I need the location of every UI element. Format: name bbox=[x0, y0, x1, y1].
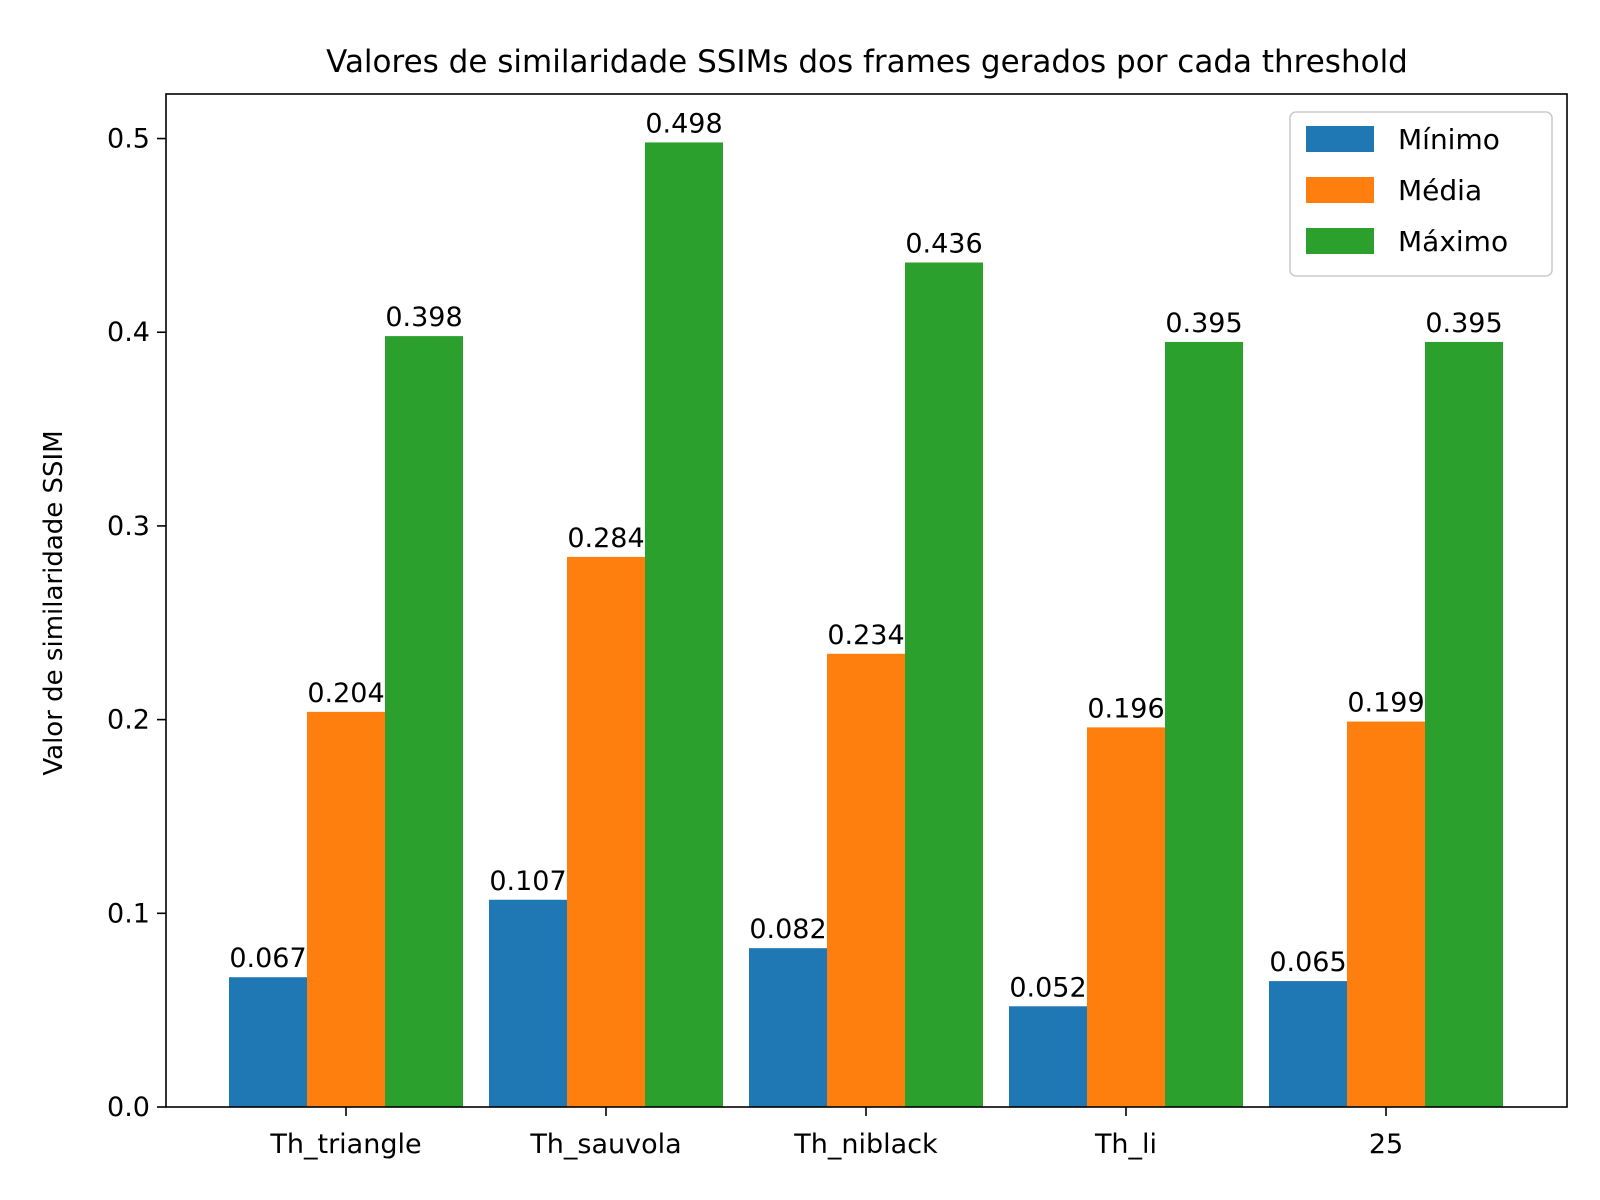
y-tick-label: 0.2 bbox=[107, 705, 150, 736]
bar-Th_triangle-Mínimo bbox=[229, 977, 307, 1107]
bar-value-label: 0.199 bbox=[1347, 688, 1424, 719]
y-tick-label: 0.0 bbox=[107, 1092, 150, 1123]
legend-swatch bbox=[1306, 177, 1374, 203]
bar-value-label: 0.395 bbox=[1165, 308, 1242, 339]
y-tick-label: 0.5 bbox=[107, 124, 150, 155]
x-tick-label: 25 bbox=[1369, 1129, 1403, 1160]
bar-value-label: 0.065 bbox=[1269, 947, 1346, 978]
bar-Th_sauvola-Média bbox=[567, 556, 645, 1107]
bar-value-label: 0.436 bbox=[905, 229, 982, 260]
bar-Th_niblack-Média bbox=[827, 653, 905, 1107]
bar-Th_sauvola-Mínimo bbox=[489, 899, 567, 1107]
x-tick-label: Th_niblack bbox=[793, 1129, 938, 1160]
y-tick-label: 0.4 bbox=[107, 317, 150, 348]
legend-label: Mínimo bbox=[1398, 123, 1500, 156]
y-tick-label: 0.3 bbox=[107, 511, 150, 542]
bar-Th_niblack-Máximo bbox=[905, 262, 983, 1108]
bar-value-label: 0.082 bbox=[749, 914, 826, 945]
bar-Th_li-Máximo bbox=[1165, 341, 1243, 1107]
bar-value-label: 0.107 bbox=[489, 866, 566, 897]
bar-25-Mínimo bbox=[1269, 981, 1347, 1107]
legend: Mínimo Média Máximo bbox=[1289, 111, 1553, 277]
bar-value-label: 0.284 bbox=[567, 523, 644, 554]
bar-value-label: 0.498 bbox=[645, 108, 722, 139]
bar-value-label: 0.052 bbox=[1009, 972, 1086, 1003]
x-tick-label: Th_triangle bbox=[269, 1129, 421, 1160]
bar-Th_li-Média bbox=[1087, 727, 1165, 1107]
bar-25-Média bbox=[1347, 721, 1425, 1107]
legend-label: Máximo bbox=[1398, 225, 1508, 258]
y-axis: 0.0 0.1 0.2 0.3 0.4 0.5 bbox=[107, 124, 166, 1123]
x-axis: Th_triangle Th_sauvola Th_niblack Th_li 25 bbox=[269, 1107, 1403, 1160]
x-tick-label: Th_sauvola bbox=[529, 1129, 681, 1160]
bar-Th_li-Mínimo bbox=[1009, 1006, 1087, 1107]
legend-swatch bbox=[1306, 126, 1374, 152]
y-axis-label: Valor de similaridade SSIM bbox=[39, 430, 69, 775]
bar-value-label: 0.204 bbox=[307, 678, 384, 709]
bar-Th_sauvola-Máximo bbox=[645, 142, 723, 1108]
x-tick-label: Th_li bbox=[1094, 1129, 1157, 1160]
bars-group bbox=[229, 142, 1503, 1108]
bar-value-label: 0.234 bbox=[827, 620, 904, 651]
bar-Th_triangle-Máximo bbox=[385, 336, 463, 1108]
bar-value-label: 0.067 bbox=[229, 943, 306, 974]
bar-25-Máximo bbox=[1425, 341, 1503, 1107]
bar-Th_niblack-Mínimo bbox=[749, 948, 827, 1107]
legend-swatch bbox=[1306, 228, 1374, 254]
chart-title: Valores de similaridade SSIMs dos frames… bbox=[326, 44, 1408, 80]
bar-value-label: 0.196 bbox=[1087, 693, 1164, 724]
plot-frame bbox=[165, 93, 1568, 1108]
bar-value-label: 0.398 bbox=[385, 302, 462, 333]
bar-labels-group: 0.067 0.204 0.398 0.107 0.284 0.498 0.082 0.234… bbox=[229, 108, 1502, 1003]
y-tick-label: 0.1 bbox=[107, 898, 150, 929]
bar-value-label: 0.395 bbox=[1425, 308, 1502, 339]
bar-Th_triangle-Média bbox=[307, 711, 385, 1107]
legend-label: Média bbox=[1398, 174, 1482, 207]
